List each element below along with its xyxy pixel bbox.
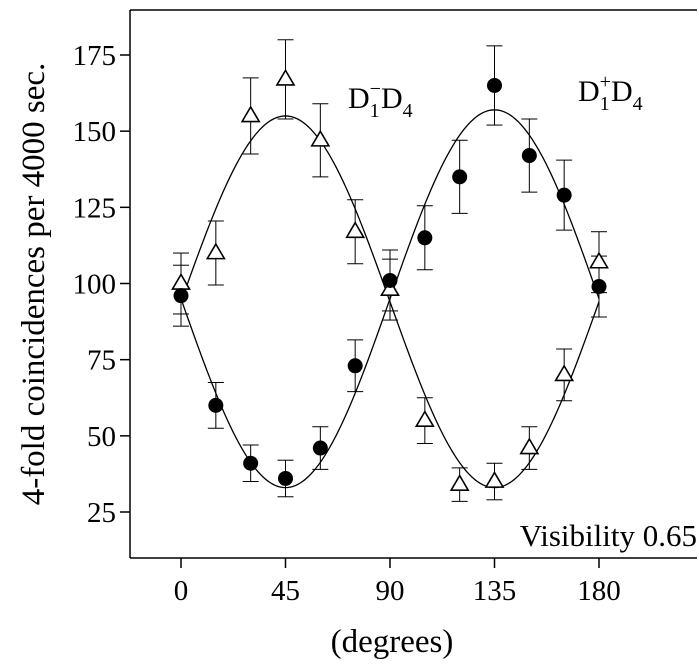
y-tick-label-125: 125 (73, 192, 117, 224)
point-circle-7 (417, 230, 433, 246)
series-label-minus-sign: − (370, 78, 381, 100)
x-tick-label-45: 45 (271, 575, 300, 607)
y-tick-label-25: 25 (87, 497, 116, 529)
series-label-plus-sub2: 4 (633, 93, 643, 115)
point-circle-12 (591, 279, 607, 295)
y-tick-label-75: 75 (87, 345, 116, 377)
y-tick-label-175: 175 (73, 40, 117, 72)
point-triangle-10 (519, 437, 540, 455)
y-axis-label: 4-fold coincidences per 4000 sec. (16, 63, 52, 506)
point-circle-4 (312, 440, 328, 456)
series-label-plus-main: D (578, 75, 600, 108)
series-label-plus-sub1: 1 (600, 93, 610, 115)
point-circle-11 (556, 187, 572, 203)
visibility-annotation: Visibility 0.65 (520, 518, 697, 553)
series-label-plus: D1+D4 (578, 71, 643, 115)
series-label-minus-main: D (348, 82, 370, 115)
point-circle-1 (208, 397, 224, 413)
point-circle-2 (243, 455, 259, 471)
x-tick-label-0: 0 (174, 575, 189, 607)
series-label-plus-rest: D (611, 75, 633, 108)
point-triangle-0 (171, 272, 191, 290)
point-circle-10 (521, 148, 537, 164)
y-tick-label-150: 150 (73, 116, 117, 148)
point-triangle-12 (589, 251, 609, 269)
point-triangle-8 (449, 473, 470, 491)
point-triangle-4 (310, 129, 331, 147)
x-tick-label-180: 180 (577, 575, 621, 607)
y-ticks: 25 50 75 100 125 150 175 (73, 40, 130, 529)
point-circle-0 (173, 288, 189, 304)
x-ticks: 0 45 90 135 180 (174, 558, 621, 607)
x-tick-label-135: 135 (473, 575, 517, 607)
x-tick-label-90: 90 (376, 575, 405, 607)
point-triangle-1 (205, 242, 226, 260)
y-tick-label-100: 100 (73, 269, 117, 301)
point-triangle-3 (275, 68, 296, 86)
series-label-plus-sign: + (600, 71, 611, 93)
markers (171, 68, 609, 491)
point-circle-3 (278, 470, 293, 486)
series-label-minus-sub1: 1 (370, 100, 380, 122)
y-tick-label-50: 50 (87, 421, 116, 453)
point-triangle-7 (414, 410, 435, 427)
point-circle-9 (487, 77, 502, 93)
point-triangle-11 (554, 364, 575, 382)
x-axis-label: (degrees) (331, 624, 454, 660)
point-circle-6 (382, 272, 398, 288)
series-label-minus-sub2: 4 (403, 100, 413, 122)
point-triangle-5 (345, 221, 366, 239)
series-label-minus: D1−D4 (348, 78, 413, 122)
series-label-minus-rest: D (381, 82, 403, 115)
point-triangle-9 (484, 470, 505, 488)
point-triangle-2 (240, 105, 261, 123)
point-circle-8 (452, 169, 468, 185)
point-circle-5 (347, 358, 363, 374)
